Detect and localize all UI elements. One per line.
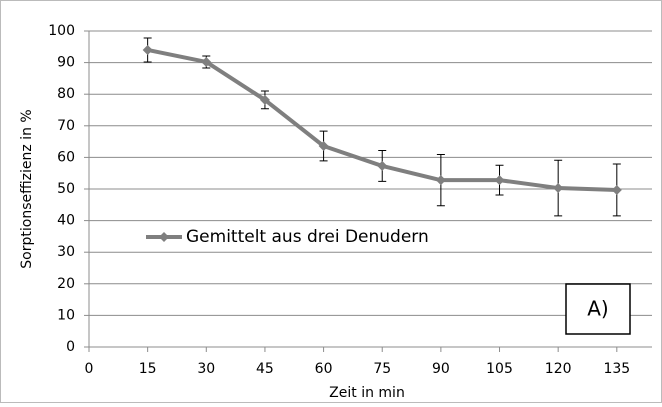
y-tick-label: 0 xyxy=(66,339,75,355)
x-tick-label: 120 xyxy=(545,361,572,377)
y-tick-label: 70 xyxy=(57,118,75,134)
x-tick-label: 135 xyxy=(603,361,630,377)
x-tick-label: 90 xyxy=(432,361,450,377)
x-tick-label: 30 xyxy=(197,361,215,377)
marker xyxy=(611,184,622,195)
legend-marker xyxy=(159,232,169,242)
y-tick-label: 50 xyxy=(57,181,75,197)
y-tick-label: 100 xyxy=(48,23,75,39)
y-tick-label: 30 xyxy=(57,244,75,260)
y-tick-label: 40 xyxy=(57,213,75,229)
y-axis-label: Sorptionseffizienz in % xyxy=(19,109,35,268)
marker xyxy=(435,175,446,186)
marker xyxy=(259,94,270,105)
x-tick-label: 105 xyxy=(486,361,513,377)
y-tick-label: 90 xyxy=(57,55,75,71)
y-tick-label: 80 xyxy=(57,86,75,102)
y-tick-label: 10 xyxy=(57,307,75,323)
marker xyxy=(494,175,505,186)
x-axis-label: Zeit in min xyxy=(329,385,405,401)
marker xyxy=(377,160,388,171)
annotation-box xyxy=(565,283,631,335)
marker xyxy=(142,44,153,55)
x-tick-label: 75 xyxy=(373,361,391,377)
y-tick-label: 60 xyxy=(57,149,75,165)
x-tick-label: 0 xyxy=(85,361,94,377)
x-tick-label: 15 xyxy=(139,361,157,377)
y-tick-label: 20 xyxy=(57,276,75,292)
marker xyxy=(318,141,329,152)
marker xyxy=(201,56,212,67)
marker xyxy=(553,183,564,194)
x-tick-label: 60 xyxy=(315,361,333,377)
legend-label: Gemittelt aus drei Denudern xyxy=(186,227,429,247)
x-tick-label: 45 xyxy=(256,361,274,377)
annotation: A) xyxy=(587,297,608,321)
